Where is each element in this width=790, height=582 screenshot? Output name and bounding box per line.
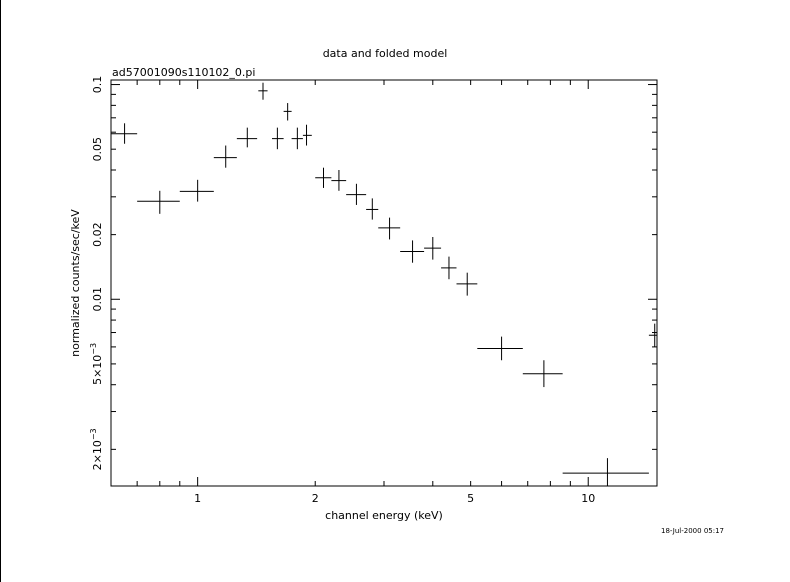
data-point — [137, 190, 180, 214]
data-point — [346, 183, 367, 205]
data-point — [366, 198, 379, 220]
timestamp: 18-Jul-2000 05:17 — [661, 527, 724, 535]
y-tick-label: 2×10−3 — [89, 428, 104, 470]
chart-subtitle: ad57001090s110102_0.pi — [112, 66, 255, 79]
window-left-border — [0, 0, 1, 582]
data-point — [378, 217, 401, 240]
data-point — [213, 145, 237, 168]
x-tick-label: 1 — [194, 492, 201, 505]
data-point — [315, 167, 332, 188]
x-tick-label: 10 — [581, 492, 595, 505]
y-tick-exponent: −3 — [89, 428, 98, 440]
data-point — [456, 272, 478, 296]
data-point — [441, 256, 457, 280]
x-tick-label: 5 — [467, 492, 474, 505]
data-point — [400, 240, 425, 263]
data-point — [258, 82, 268, 100]
data-point — [562, 458, 649, 486]
data-point — [236, 127, 258, 148]
x-tick-label: 2 — [312, 492, 319, 505]
y-tick-label: 0.01 — [91, 287, 104, 312]
data-point — [477, 336, 523, 361]
y-tick-label: 5×10−3 — [89, 343, 104, 385]
x-axis-label: channel energy (keV) — [325, 509, 443, 522]
data-point — [424, 236, 442, 260]
chart-title: data and folded model — [323, 47, 448, 60]
data-point — [302, 124, 312, 146]
data-point — [271, 127, 284, 150]
data-point — [283, 103, 292, 121]
axis-tick-labels: 1 2 5 10 0.1 0.05 0.02 0.01 5×10−3 2×10−3 — [89, 76, 595, 505]
y-tick-label: 0.1 — [91, 76, 104, 94]
data-point — [179, 179, 214, 202]
data-point — [331, 169, 347, 191]
y-tick-exponent: −3 — [89, 343, 98, 355]
y-tick-label: 0.05 — [91, 137, 104, 162]
data-point — [522, 360, 563, 388]
data-point — [111, 123, 138, 144]
data-point — [291, 127, 303, 150]
data-points — [111, 82, 657, 486]
y-axis-label: normalized counts/sec/keV — [69, 209, 82, 357]
plot-frame — [110, 79, 658, 487]
axis-ticks — [110, 80, 657, 486]
data-point — [648, 323, 657, 347]
y-tick-label: 0.02 — [91, 222, 104, 247]
